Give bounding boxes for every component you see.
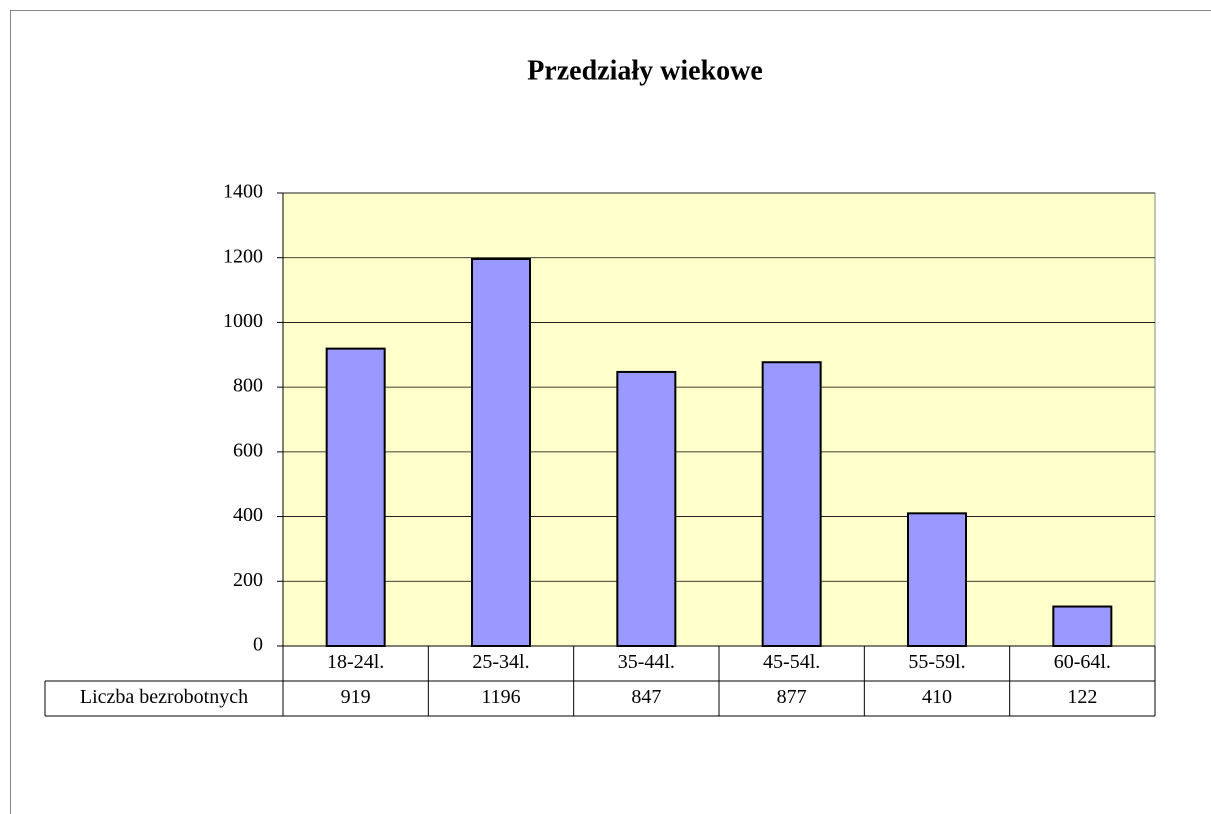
bar xyxy=(471,258,531,647)
table-value: 919 xyxy=(341,686,371,708)
x-tick-label: 18-24l. xyxy=(327,651,384,673)
bar xyxy=(325,347,386,647)
table-value: 410 xyxy=(922,686,952,708)
x-tick-label: 45-54l. xyxy=(763,651,820,673)
table-value: 877 xyxy=(777,686,807,708)
x-tick-label: 25-34l. xyxy=(472,651,529,673)
y-tick-label: 200 xyxy=(233,569,263,591)
y-tick-label: 600 xyxy=(233,439,263,461)
y-tick-label: 1200 xyxy=(223,245,263,267)
table-value: 1196 xyxy=(481,686,520,708)
x-tick-label: 55-59l. xyxy=(908,651,965,673)
bar xyxy=(1052,605,1113,648)
y-tick-label: 1000 xyxy=(223,310,263,332)
bar xyxy=(761,361,822,647)
x-tick-label: 60-64l. xyxy=(1054,651,1111,673)
y-tick-label: 400 xyxy=(233,504,263,526)
y-tick-label: 800 xyxy=(233,375,263,397)
y-tick-label: 1400 xyxy=(223,181,263,203)
x-tick-label: 35-44l. xyxy=(618,651,675,673)
bar xyxy=(616,370,677,647)
y-tick-label: 0 xyxy=(253,634,263,656)
table-value: 847 xyxy=(631,686,661,708)
chart-title: Przedziały wiekowe xyxy=(527,55,763,86)
plot-area xyxy=(282,192,1156,647)
table-value: 122 xyxy=(1067,686,1097,708)
legend-label: Liczba bezrobotnych xyxy=(80,686,248,708)
bar xyxy=(907,512,967,647)
